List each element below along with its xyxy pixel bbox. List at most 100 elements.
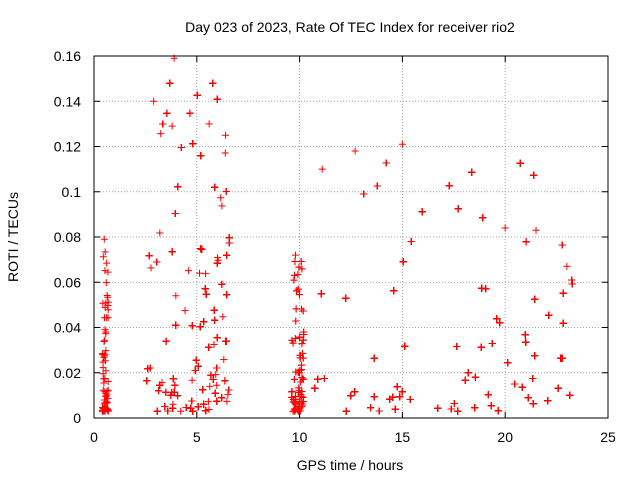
data-point (218, 280, 226, 288)
data-point (493, 315, 501, 323)
data-point (209, 79, 217, 87)
y-axis-label: ROTI / TECUs (5, 192, 21, 282)
data-point (559, 319, 567, 327)
data-point (529, 374, 537, 382)
data-point (370, 393, 378, 401)
x-tick-label: 20 (497, 429, 513, 445)
data-point (101, 326, 109, 334)
y-tick-label: 0.08 (54, 229, 81, 245)
data-point (479, 214, 487, 222)
data-point (557, 354, 565, 362)
data-point (103, 259, 111, 267)
data-point (172, 321, 180, 329)
data-point (295, 384, 303, 392)
x-tick-label: 15 (395, 429, 411, 445)
data-point (406, 396, 414, 404)
data-point (104, 298, 112, 306)
data-point (407, 238, 415, 246)
data-point (299, 336, 307, 344)
data-point (213, 95, 221, 103)
data-point (471, 373, 479, 381)
y-tick-label: 0.02 (54, 365, 81, 381)
data-point (168, 122, 176, 130)
data-point (211, 316, 219, 324)
data-point (189, 140, 197, 148)
data-point (205, 405, 213, 413)
data-point (532, 226, 540, 234)
data-point (531, 295, 539, 303)
data-point (317, 290, 325, 298)
data-point (398, 140, 406, 148)
y-tick-labels: 00.020.040.060.080.10.120.140.16 (54, 48, 81, 426)
data-point (222, 187, 230, 195)
data-point (516, 159, 524, 167)
data-point (99, 299, 107, 307)
data-point (213, 259, 221, 267)
data-point (197, 152, 205, 160)
data-point (291, 400, 299, 408)
data-point (518, 383, 526, 391)
data-point (104, 386, 112, 394)
data-point (174, 183, 182, 191)
data-point (360, 190, 368, 198)
data-point (200, 318, 208, 326)
data-point (314, 375, 322, 383)
data-point (168, 389, 176, 397)
data-point (166, 79, 174, 87)
data-point (484, 391, 492, 399)
data-point (375, 407, 383, 415)
data-point (399, 258, 407, 266)
data-point (347, 392, 355, 400)
data-point (213, 381, 221, 389)
data-point (169, 375, 177, 383)
data-point (522, 238, 530, 246)
data-point (291, 271, 299, 279)
data-point (524, 394, 532, 402)
data-point (101, 267, 109, 275)
data-point (288, 393, 296, 401)
data-point (102, 392, 110, 400)
data-point (201, 285, 209, 293)
x-tick-label: 10 (292, 429, 308, 445)
data-point (504, 359, 512, 367)
data-point (150, 97, 158, 105)
data-point (188, 322, 196, 330)
data-point (162, 388, 170, 396)
data-point (159, 120, 167, 128)
data-point (478, 284, 486, 292)
data-point (418, 208, 426, 216)
data-point (521, 331, 529, 339)
data-point (290, 405, 298, 413)
data-point (196, 269, 204, 277)
data-point (393, 383, 401, 391)
data-point (563, 262, 571, 270)
data-point (299, 307, 307, 315)
data-point (501, 224, 509, 232)
data-point (211, 183, 219, 191)
data-point (191, 366, 199, 374)
data-point (445, 182, 453, 190)
data-point (219, 313, 227, 321)
data-point (202, 290, 210, 298)
y-tick-label: 0.14 (54, 93, 81, 109)
data-point (530, 171, 538, 179)
data-point (386, 395, 394, 403)
data-point (167, 391, 175, 399)
data-point (181, 307, 189, 315)
chart-title: Day 023 of 2023, Rate Of TEC Index for r… (185, 19, 515, 35)
data-point (103, 314, 111, 322)
data-point (104, 268, 112, 276)
data-point (487, 402, 495, 410)
data-point (225, 386, 233, 394)
data-point (192, 356, 200, 364)
data-point (454, 407, 462, 415)
data-point (169, 404, 177, 412)
data-point (464, 369, 472, 377)
data-point (288, 387, 296, 395)
data-point (188, 397, 196, 405)
data-point (223, 291, 231, 299)
data-point (161, 402, 169, 410)
data-point (293, 287, 301, 295)
data-point (292, 305, 300, 313)
